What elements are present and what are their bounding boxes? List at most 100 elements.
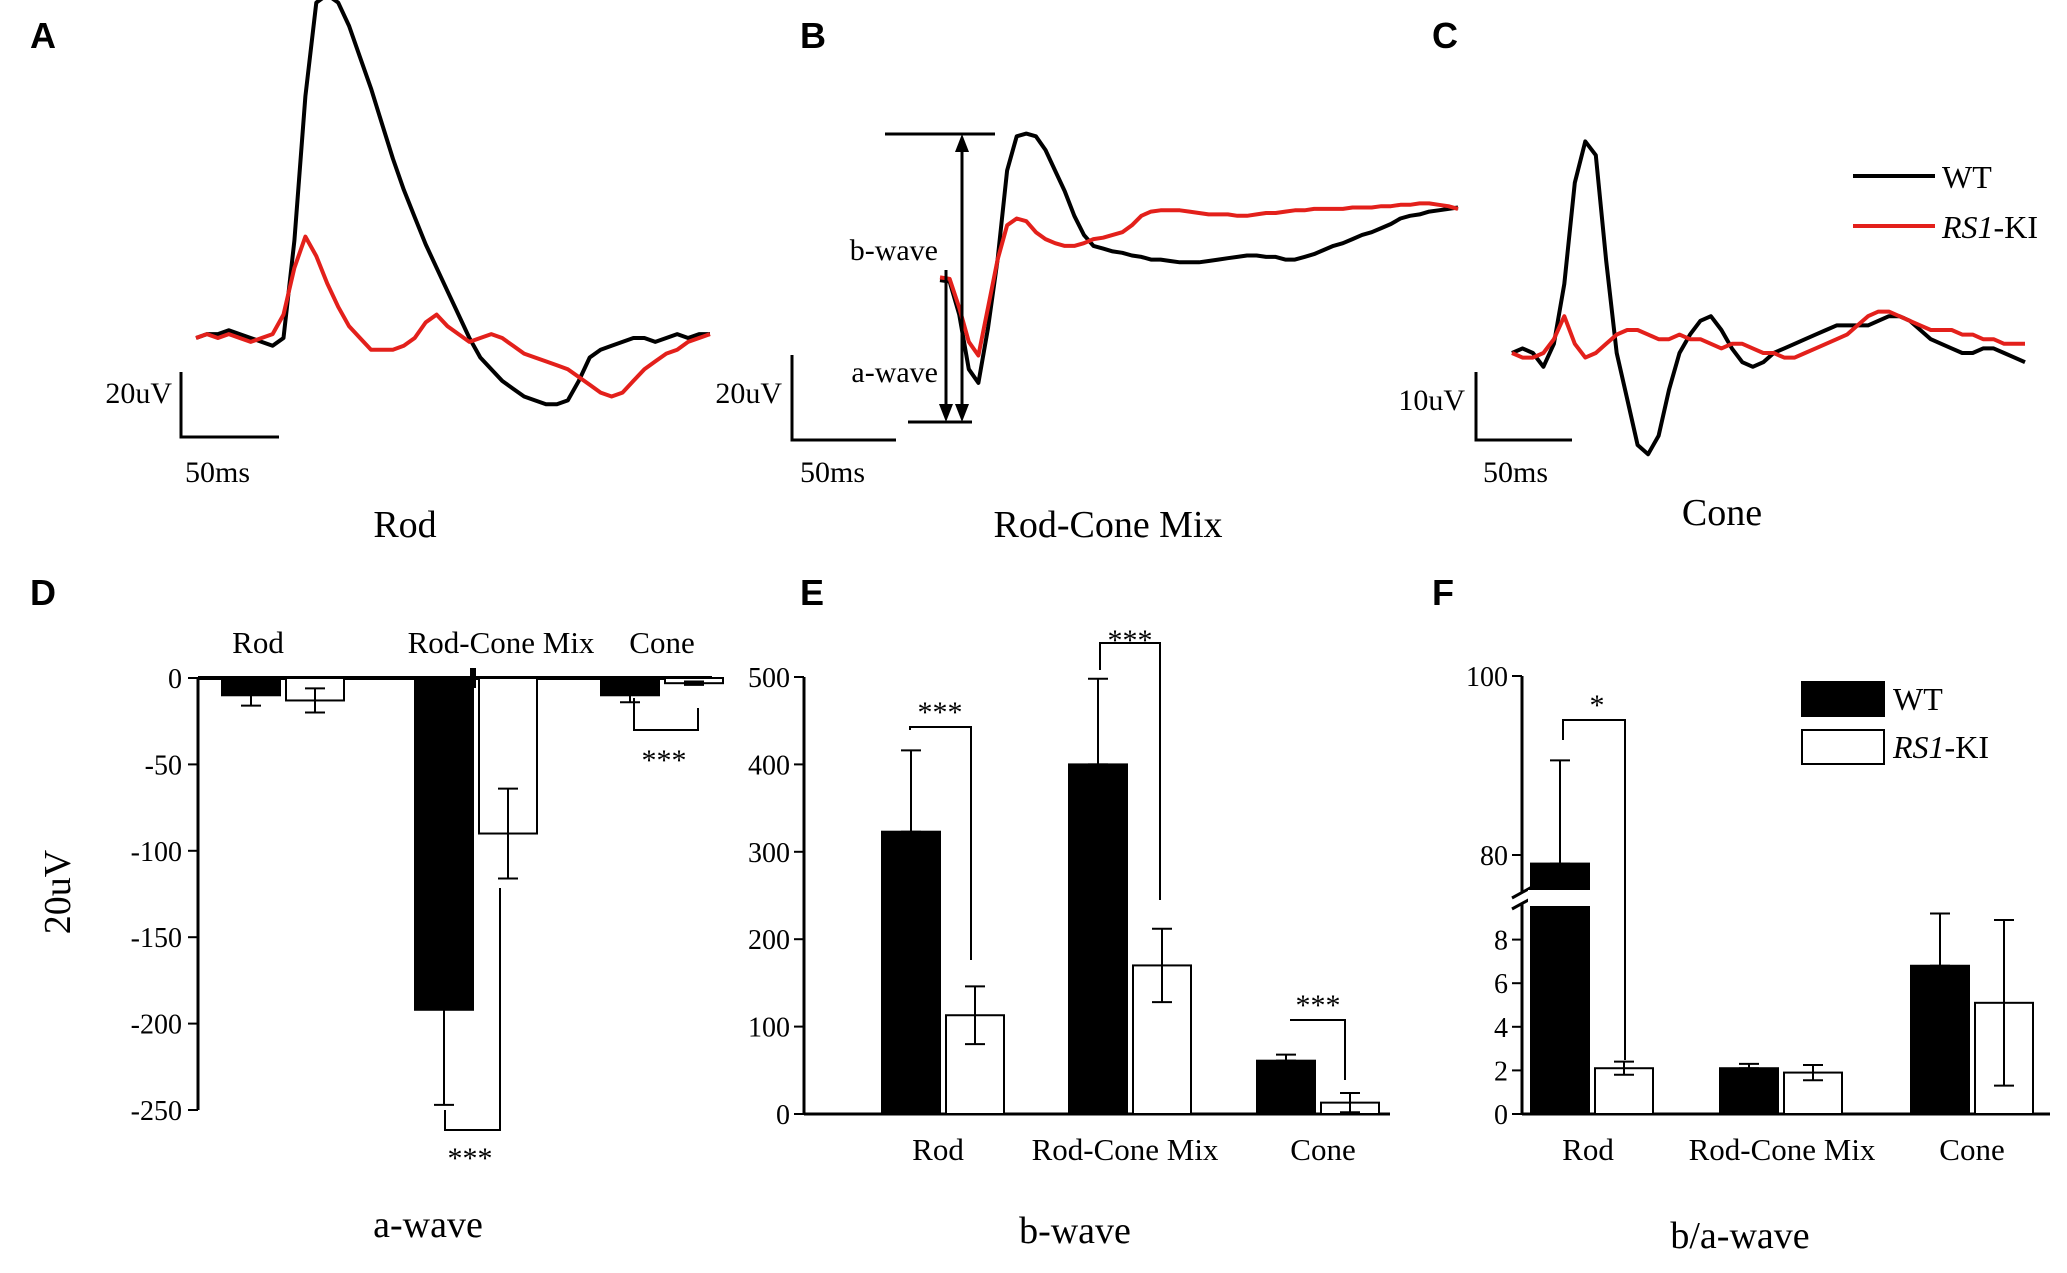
significance-bracket: * — [1562, 689, 1626, 1060]
bar-wt — [881, 830, 941, 1115]
y-tick-label: 8 — [1494, 926, 1508, 957]
y-tick-label: 500 — [748, 663, 790, 694]
error-bar-wt — [434, 913, 454, 1106]
y-tick-label: 2 — [1494, 1056, 1508, 1087]
trace-panel-a — [195, 0, 711, 407]
bar-chart-b-a-ratio: 0 2 4 6 8 80 100 Rod Rod-Cone Mix Cone * b/a-wave — [1466, 662, 2050, 1257]
a-wave-annotation: a-wave — [851, 356, 938, 389]
trace-c-wt — [1511, 139, 2026, 457]
error-bar-ki — [965, 985, 985, 1046]
chart-title: b-wave — [1019, 1210, 1131, 1252]
category-label: Cone — [1939, 1132, 2004, 1167]
scale-x-label-a: 50ms — [185, 456, 250, 489]
panel-label-c: C — [1432, 15, 1458, 56]
legend-swatch-wt — [1801, 681, 1885, 717]
chart-title: a-wave — [373, 1204, 483, 1246]
bar-ki — [1783, 1071, 1843, 1115]
error-bar-wt — [241, 683, 261, 707]
bar-wt — [1719, 1067, 1779, 1115]
bar-wt — [1256, 1059, 1316, 1116]
category-label: Rod-Cone Mix — [408, 625, 595, 660]
error-bar-ki — [1340, 1092, 1360, 1114]
error-bar-ki — [305, 687, 325, 714]
panel-b-title: Rod-Cone Mix — [993, 504, 1222, 546]
trace-panel-c — [1511, 139, 2026, 457]
significance-label: * — [1590, 689, 1605, 722]
chart-title: b/a-wave — [1670, 1215, 1809, 1257]
y-tick-label: 0 — [1494, 1100, 1508, 1131]
category-label: Rod — [232, 625, 284, 660]
y-tick-label: -150 — [131, 923, 182, 954]
arrow-up-icon — [955, 134, 969, 152]
significance-label: *** — [448, 1142, 493, 1175]
category-label: Cone — [1290, 1132, 1355, 1167]
trace-a-wt — [195, 0, 710, 407]
significance-bracket: *** — [633, 698, 699, 777]
scale-y-label-b: 20uV — [715, 377, 782, 410]
y-tick-label: 4 — [1494, 1013, 1508, 1044]
category-label: Rod — [1562, 1132, 1614, 1167]
bar-wt — [1068, 763, 1128, 1116]
y-tick-label: -200 — [131, 1010, 182, 1041]
y-tick-label: 0 — [168, 664, 182, 695]
panel-a-title: Rod — [373, 504, 436, 546]
trace-b-wt — [939, 131, 1459, 385]
legend-swatch-ki — [1801, 729, 1885, 765]
error-bar-wt — [1930, 912, 1950, 967]
arrow-down-icon — [939, 404, 953, 422]
significance-label: *** — [918, 696, 963, 729]
error-bar-wt — [1276, 1053, 1296, 1062]
bar-wt — [1910, 964, 1970, 1116]
bar-chart-a-wave: 0 -50 -100 -150 -200 -250 Rod Rod-Cone Mix Cone *… — [131, 625, 724, 1246]
y-tick-label: 400 — [748, 750, 790, 781]
error-bar-wt — [1088, 677, 1108, 766]
bar-legend-label-ki: RS1-KI — [1892, 729, 1989, 765]
scale-x-label-b: 50ms — [800, 456, 865, 489]
scale-bar-a — [179, 372, 279, 439]
y-tick-label: -50 — [145, 750, 182, 781]
y-tick-label: 100 — [1466, 662, 1508, 693]
panel-label-e: E — [800, 572, 824, 613]
trace-a-ki — [195, 234, 711, 399]
error-bar-wt — [901, 749, 921, 833]
significance-bracket: *** — [444, 888, 501, 1175]
bar-break-gap — [1528, 890, 1592, 906]
amplitude-annotation — [885, 132, 995, 424]
y-tick-label: 0 — [776, 1100, 790, 1131]
panel-label-d: D — [30, 572, 56, 613]
bar-ki — [1594, 1067, 1654, 1115]
scale-y-label-a: 20uV — [105, 377, 172, 410]
significance-bracket: *** — [909, 696, 972, 960]
trace-b-ki — [939, 201, 1459, 358]
y-tick-label: -250 — [131, 1096, 182, 1127]
category-label: Rod-Cone Mix — [1032, 1132, 1219, 1167]
error-bar-ki — [684, 680, 704, 686]
scale-y-label-c: 10uV — [1398, 384, 1465, 417]
y-tick-label: 300 — [748, 838, 790, 869]
significance-label: *** — [642, 744, 687, 777]
y-tick-label: 6 — [1494, 969, 1508, 1000]
axis-break-mark — [1511, 885, 1533, 900]
significance-label: *** — [1296, 989, 1341, 1022]
bar-chart-b-wave: 0 100 200 300 400 500 Rod Rod-Cone Mix Cone *** **… — [748, 624, 1390, 1252]
panel-label-a: A — [30, 15, 56, 56]
error-bar-wt — [620, 687, 640, 704]
panel-label-b: B — [800, 15, 826, 56]
scale-bar-b — [790, 355, 896, 442]
panel-label-f: F — [1432, 572, 1454, 613]
error-bar-ki — [1803, 1063, 1823, 1082]
y-tick-label: 80 — [1480, 841, 1508, 872]
scale-x-label-c: 50ms — [1483, 456, 1548, 489]
error-bar-ki — [1994, 918, 2014, 1087]
scale-bar-c — [1474, 372, 1572, 442]
significance-label: *** — [1108, 624, 1153, 657]
category-label: Cone — [629, 625, 694, 660]
y-tick-label: 200 — [748, 925, 790, 956]
bar-legend: WT RS1-KI — [1801, 681, 1989, 765]
legend-label-ki: RS1-KI — [1941, 209, 2038, 245]
significance-bracket: *** — [1099, 624, 1161, 900]
trace-legend: WT RS1-KI — [1853, 159, 2038, 245]
trace-panel-b — [939, 131, 1459, 385]
y-axis-label-d: 20uV — [37, 849, 79, 934]
